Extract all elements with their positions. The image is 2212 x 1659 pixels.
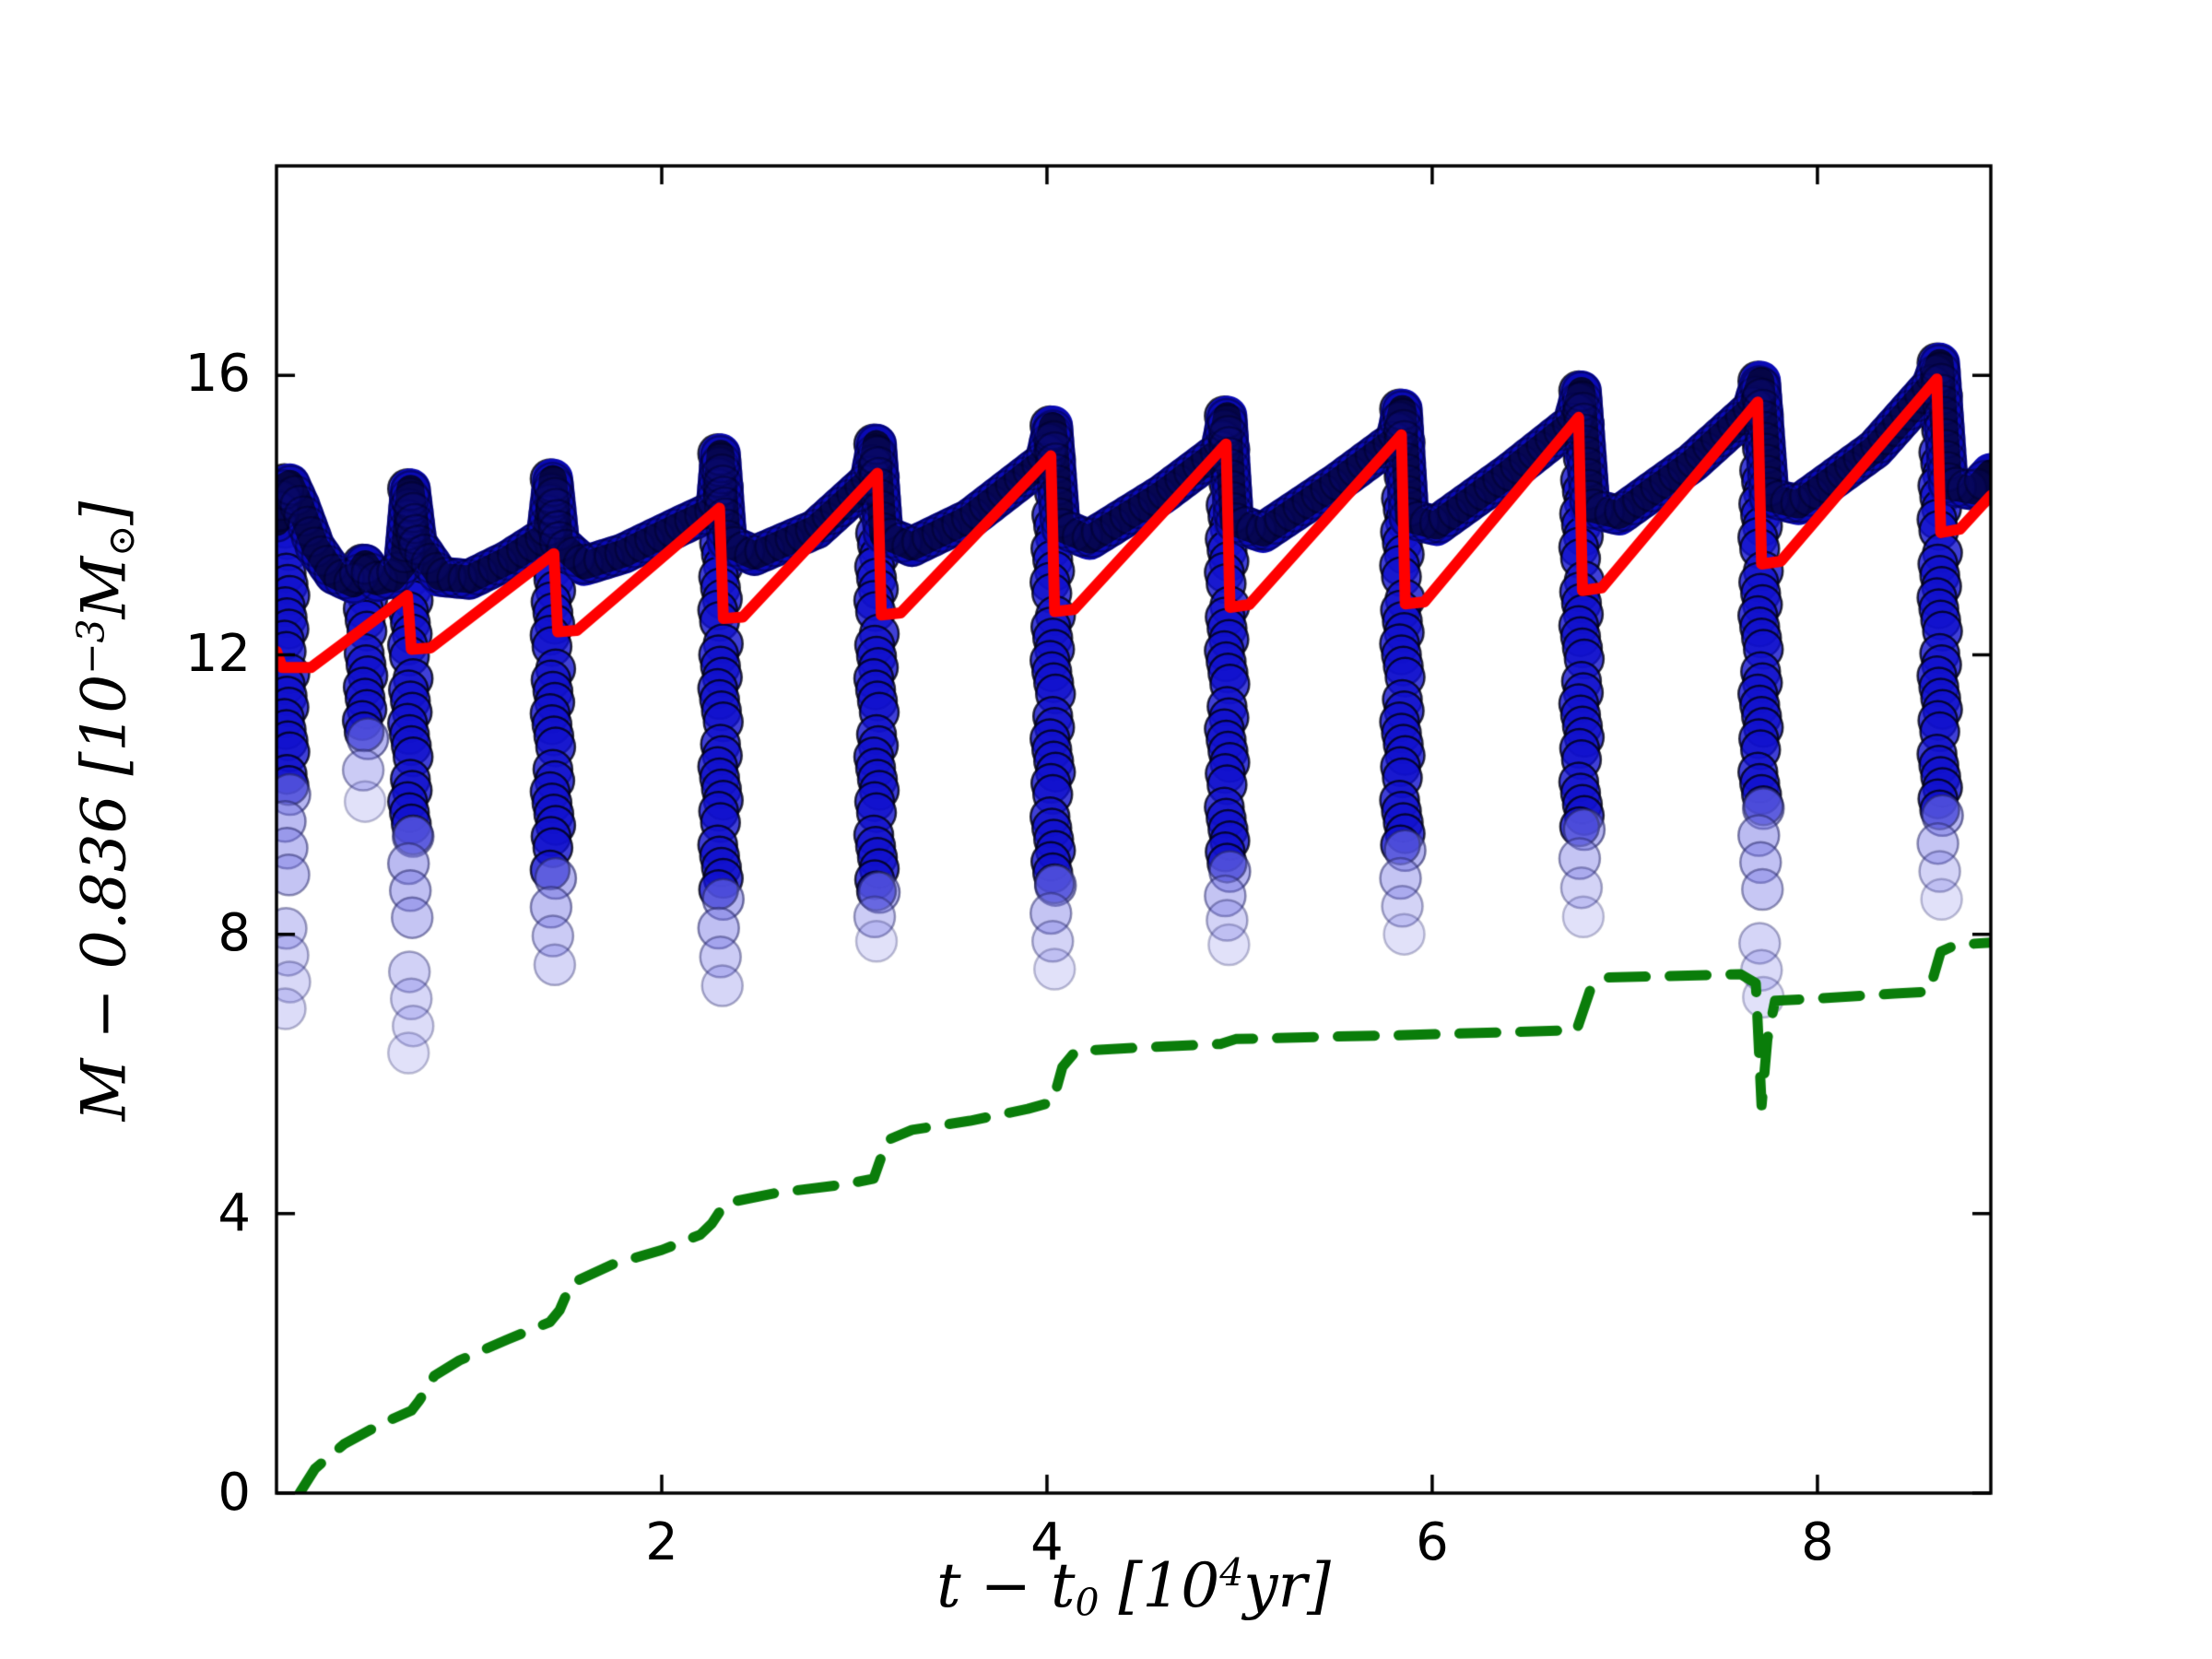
y-tick-label-0: 0 <box>218 1463 251 1523</box>
x-label-exponent: 4 <box>1219 1550 1244 1595</box>
x-tick-label-2: 2 <box>645 1512 678 1572</box>
x-label-unit: yr] <box>1243 1550 1331 1621</box>
y-label-close: ] <box>68 500 140 525</box>
x-tick-label-4: 4 <box>1030 1512 1064 1572</box>
y-label-exponent: −3 <box>69 618 113 675</box>
y-tick-label-12: 12 <box>184 624 251 684</box>
sun-symbol: ⊙ <box>99 524 144 557</box>
x-label-open: [10 <box>1099 1550 1220 1621</box>
y-tick-label-16: 16 <box>184 344 251 404</box>
x-label-text: t − t <box>936 1550 1076 1621</box>
y-tick-label-4: 4 <box>218 1183 251 1243</box>
y-axis-label: M − 0.836 [10−3M⊙] <box>50 166 144 1456</box>
y-tick-label-8: 8 <box>218 903 251 963</box>
y-label-unit: M <box>68 556 140 619</box>
y-label-text: M − 0.836 [10 <box>68 674 140 1122</box>
x-axis-label: t − t0 [104yr] <box>581 1550 1687 1625</box>
x-label-subscript: 0 <box>1075 1581 1100 1626</box>
x-tick-label-6: 6 <box>1416 1512 1449 1572</box>
x-tick-label-8: 8 <box>1801 1512 1834 1572</box>
